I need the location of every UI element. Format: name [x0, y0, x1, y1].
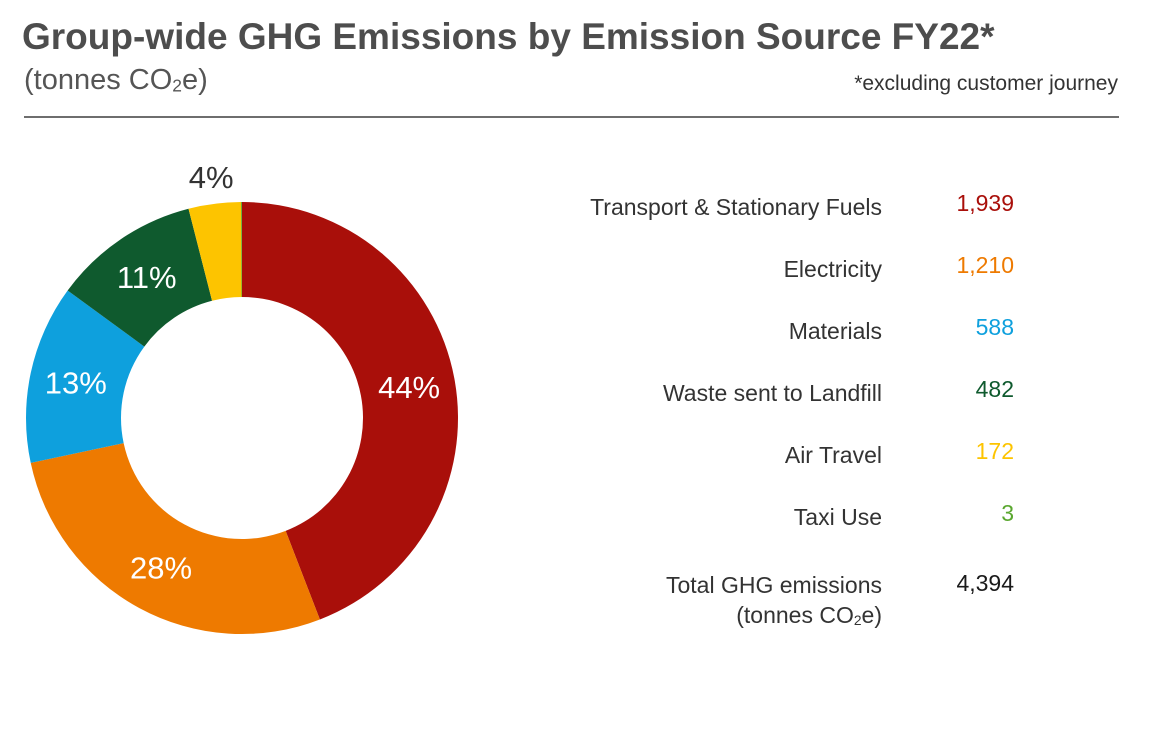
legend-value: 1,939: [956, 190, 1014, 216]
legend-row: Materials 588: [480, 314, 1020, 350]
legend-value: 3: [1001, 500, 1014, 526]
donut-slice: [67, 208, 213, 347]
donut-slice: [241, 202, 242, 298]
legend-row: Air Travel 172: [480, 438, 1020, 474]
slice-percent-label: 44%: [378, 370, 440, 405]
total-label-line2: (tonnes CO2e): [736, 602, 882, 629]
donut-chart: 44% 28% 13% 11% 4%: [26, 160, 458, 634]
legend-label: Materials: [788, 318, 882, 344]
chart-title: Group-wide GHG Emissions by Emission Sou…: [22, 16, 995, 57]
subtitle-text-end: e): [181, 64, 208, 96]
legend-label: Air Travel: [784, 442, 882, 468]
donut-slice: [188, 202, 242, 301]
legend-row: Waste sent to Landfill 482: [480, 376, 1020, 412]
total-label-line1: Total GHG emissions: [665, 572, 882, 598]
subtitle-subscript: 2: [172, 75, 182, 96]
slice-percent-label: 13%: [45, 365, 107, 400]
chart-subtitle: (tonnes CO2e): [24, 64, 208, 97]
footnote: *excluding customer journey: [854, 72, 1118, 95]
header-divider: [24, 116, 1119, 118]
legend-value: 1,210: [956, 252, 1014, 278]
legend-label: Taxi Use: [793, 504, 882, 530]
slice-percent-label: 4%: [189, 160, 234, 195]
legend-label: Electricity: [783, 256, 882, 282]
total-value: 4,394: [956, 570, 1014, 596]
subtitle-text: (tonnes CO: [24, 64, 173, 96]
donut-slice: [30, 443, 320, 634]
legend-row: Transport & Stationary Fuels 1,939: [480, 190, 1020, 226]
legend-row: Electricity 1,210: [480, 252, 1020, 288]
legend-value: 172: [975, 438, 1014, 464]
donut-slice: [26, 290, 145, 463]
legend-label: Waste sent to Landfill: [662, 380, 882, 406]
total-label: Total GHG emissions (tonnes CO2e): [666, 570, 882, 630]
slice-percent-label: 28%: [130, 550, 192, 585]
legend-label: Transport & Stationary Fuels: [590, 194, 882, 220]
legend-value: 588: [975, 314, 1014, 340]
slice-percent-label: 11%: [117, 260, 177, 295]
total-row: Total GHG emissions (tonnes CO2e) 4,394: [480, 570, 1020, 640]
donut-slice: [242, 202, 458, 620]
legend-value: 482: [975, 376, 1014, 402]
legend-row: Taxi Use 3: [480, 500, 1020, 536]
